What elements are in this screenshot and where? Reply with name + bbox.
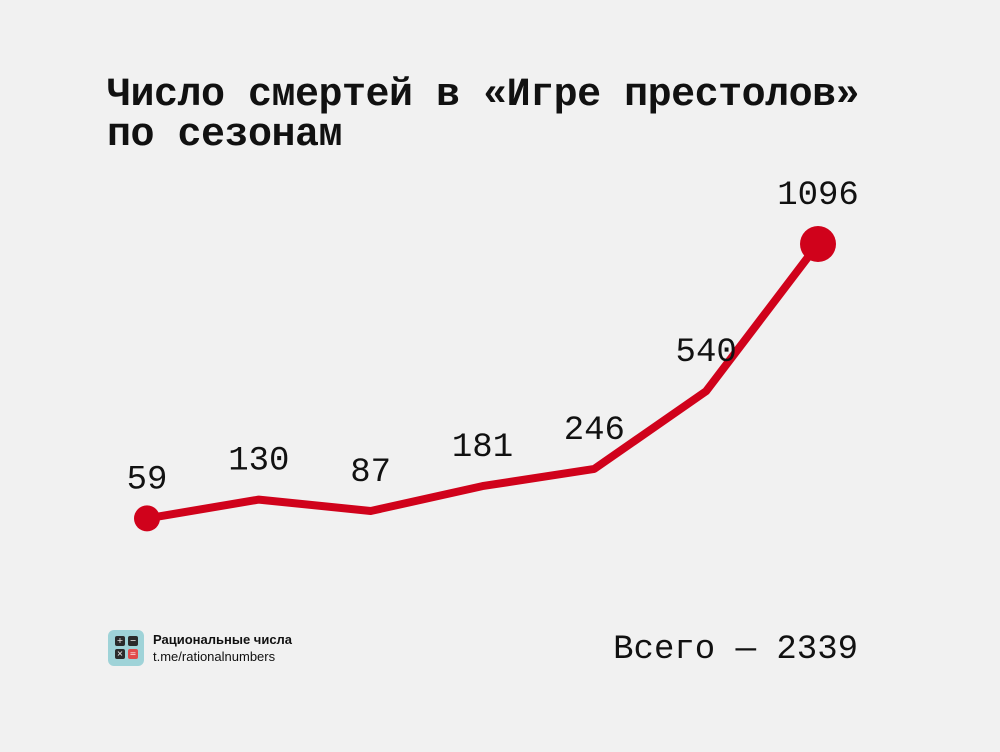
calculator-icon: + − × =: [108, 630, 144, 666]
data-label: 87: [350, 454, 391, 492]
data-label: 59: [127, 461, 168, 499]
data-label: 246: [564, 412, 625, 450]
brand[interactable]: + − × = Рациональные числа t.me/rational…: [108, 630, 292, 666]
chart-title-line-1: Число смертей в «Игре престолов»: [107, 73, 860, 118]
end-point-marker: [800, 226, 836, 262]
brand-name: Рациональные числа: [153, 632, 293, 647]
data-labels: 59 130 87 181 246 540 1096: [127, 177, 859, 499]
brand-text: Рациональные числа t.me/rationalnumbers: [153, 631, 292, 665]
start-point-marker: [134, 505, 160, 532]
brand-link[interactable]: t.me/rationalnumbers: [153, 649, 276, 664]
chart-title-line-2: по сезонам: [107, 113, 343, 158]
series-line: [143, 240, 822, 523]
data-label: 540: [676, 334, 737, 372]
data-label: 130: [228, 443, 289, 481]
data-label: 181: [452, 429, 513, 467]
point-markers: [134, 226, 836, 532]
total-count: Всего — 2339: [613, 631, 858, 669]
data-label: 1096: [777, 177, 859, 215]
chart-title: Число смертей в «Игре престолов» по сезо…: [107, 76, 907, 156]
